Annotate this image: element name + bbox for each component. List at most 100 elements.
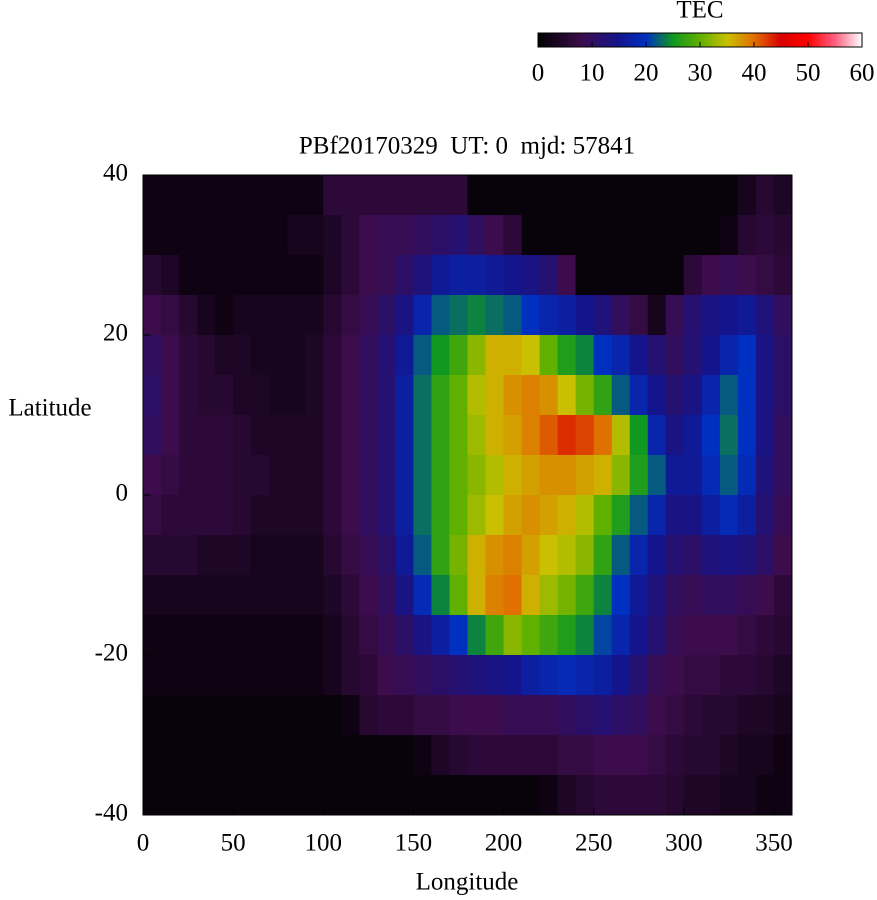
heat-cell [647,655,667,696]
heat-cell [179,735,198,776]
heat-cell [359,295,378,336]
heat-cell [431,735,450,776]
heat-cell [449,215,468,256]
heat-cell [359,615,378,656]
heat-cell [467,295,487,336]
heat-cell [719,255,739,296]
heat-cell [269,575,288,616]
heat-cell [287,775,306,816]
heat-cell [413,175,432,216]
heat-cell [143,175,162,216]
heat-cell [323,775,342,816]
heat-cell [413,775,432,816]
heat-cell [611,375,631,416]
heat-cell [503,255,523,296]
heat-cell [287,695,306,736]
heat-cell [359,655,378,696]
heat-cell [161,375,180,416]
heat-cell [233,375,252,416]
heat-cell [431,175,450,216]
heat-cell [539,615,559,656]
heat-cell [593,295,613,336]
heat-cell [737,495,757,536]
heat-cell [611,655,631,696]
heat-cell [179,255,198,296]
heat-cell [413,375,432,416]
heat-cell [485,535,505,576]
heat-cell [593,415,613,456]
heat-cell [449,575,468,616]
heat-cell [359,455,378,496]
heat-cell [143,615,162,656]
heat-cell [755,295,775,336]
heat-cell [665,375,685,416]
heat-cell [467,535,487,576]
heat-cell [395,255,414,296]
heat-cell [305,775,324,816]
heat-cell [629,375,649,416]
heat-cell [287,255,306,296]
heat-cell [161,775,180,816]
heat-cell [755,375,775,416]
heat-cell [359,335,378,376]
heat-cell [629,575,649,616]
heat-cell [683,415,703,456]
heat-cell [737,695,757,736]
heat-cell [341,695,360,736]
heat-cell [305,695,324,736]
heat-cell [305,735,324,776]
heat-cell [305,415,324,456]
heat-cell [629,535,649,576]
heat-cell [197,455,216,496]
heat-cell [647,335,667,376]
heat-cell [719,175,739,216]
heat-cell [359,215,378,256]
heat-cell [557,655,577,696]
heat-cell [269,295,288,336]
heat-cell [287,535,306,576]
heat-cell [557,415,577,456]
heat-cell [467,175,487,216]
heat-cell [575,415,595,456]
heat-cell [377,775,396,816]
heat-cell [269,215,288,256]
heat-cell [143,335,162,376]
heat-cell [737,775,757,816]
heat-cell [413,615,432,656]
heat-cell [197,335,216,376]
heat-cell [755,415,775,456]
heat-cell [611,415,631,456]
heat-cell [413,455,432,496]
heat-cell [269,735,288,776]
heat-cell [251,375,270,416]
heat-cell [665,255,685,296]
heat-cell [557,535,577,576]
x-tick-label: 100 [305,830,343,857]
heat-cell [701,575,721,616]
heat-cell [629,655,649,696]
heat-cell [557,695,577,736]
y-tick-label: 20 [103,320,128,347]
heat-cell [719,575,739,616]
heat-cell [467,695,487,736]
heat-cell [233,575,252,616]
heat-cell [251,335,270,376]
heat-cell [557,295,577,336]
heat-cell [179,175,198,216]
heat-cell [323,575,342,616]
heat-cell [539,575,559,616]
heat-cell [773,655,793,696]
heat-cell [341,215,360,256]
heat-cell [269,495,288,536]
heat-cell [593,695,613,736]
heat-cell [593,215,613,256]
heat-cell [179,335,198,376]
heat-cell [485,775,505,816]
heat-cell [737,735,757,776]
heat-cell [773,215,793,256]
heat-cell [755,335,775,376]
heat-cell [323,335,342,376]
heat-cell [539,295,559,336]
heat-cell [557,575,577,616]
heat-cell [683,335,703,376]
